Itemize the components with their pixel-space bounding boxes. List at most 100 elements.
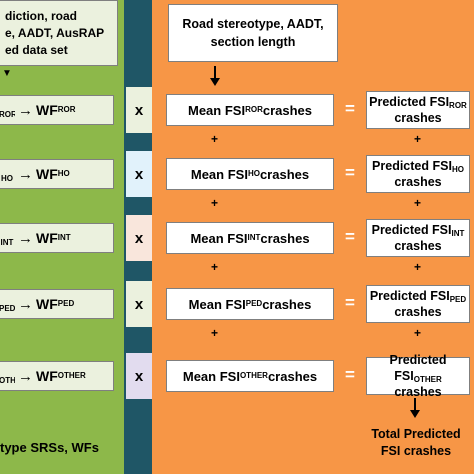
weighting-factor-label: WF: [36, 230, 58, 246]
predicted-fsi-text: Predicted FSIHO crashes: [372, 158, 464, 190]
multiply-sign: x: [134, 101, 144, 119]
weighting-factor-box: PED → WF PED: [0, 289, 114, 319]
right-arrow-icon: →: [18, 367, 33, 385]
equals-sign: =: [345, 163, 355, 182]
down-arrow-icon: [410, 410, 420, 418]
mean-fsi-suffix: crashes: [262, 102, 312, 118]
input-data-box: diction, road e, AADT, AusRAP ed data se…: [0, 0, 118, 66]
plus-sign: +: [414, 260, 422, 274]
mean-fsi-box: Mean FSI ROR crashes: [166, 94, 334, 126]
road-input-box: Road stereotype, AADT, section length: [168, 4, 338, 62]
predicted-fsi-suffix: crashes: [394, 385, 442, 399]
predicted-fsi-box: Predicted FSIPED crashes: [366, 285, 470, 323]
right-arrow-icon: →: [18, 101, 33, 119]
predicted-fsi-suffix: crashes: [394, 175, 442, 189]
predicted-fsi-box: Predicted FSIOTHER crashes: [366, 353, 470, 399]
plus-sign: +: [211, 326, 219, 340]
plus-sign: +: [211, 260, 219, 274]
crash-type-subscript: INT: [0, 238, 14, 247]
multiply-sign-cell: x: [126, 215, 152, 261]
road-input-text: Road stereotype, AADT, section length: [182, 17, 324, 49]
predicted-fsi-suffix: crashes: [394, 111, 442, 125]
crash-type-prefix: INT: [0, 230, 15, 247]
predicted-fsi-subscript: INT: [451, 229, 465, 238]
crash-type-prefix: HO: [0, 166, 15, 183]
crash-type-subscript: HO: [1, 174, 13, 183]
crash-type-subscript: OTHER: [0, 376, 15, 385]
predicted-fsi-label: Predicted FSI: [369, 95, 450, 109]
weighting-factor-label: WF: [36, 296, 58, 312]
arrow-line: [214, 66, 216, 78]
predicted-fsi-text: Predicted FSIOTHER crashes: [367, 352, 469, 400]
down-arrow-icon: ▼: [2, 68, 12, 79]
predicted-fsi-subscript: PED: [449, 295, 467, 304]
weighting-factor-box: HO → WF HO: [0, 159, 114, 189]
multiply-sign: x: [134, 367, 144, 385]
predicted-fsi-subscript: HO: [451, 165, 464, 174]
predicted-fsi-text: Predicted FSIINT crashes: [372, 222, 465, 254]
predicted-fsi-label: Predicted FSI: [389, 353, 447, 383]
mean-fsi-label: Mean FSI: [188, 296, 246, 312]
predicted-fsi-suffix: crashes: [394, 239, 442, 253]
total-predicted-label: Total Predicted FSI crashes: [371, 427, 461, 458]
equals-sign: =: [345, 365, 355, 384]
predicted-fsi-text: Predicted FSIPED crashes: [370, 288, 466, 320]
predicted-fsi-box: Predicted FSIROR crashes: [366, 91, 470, 129]
equals-sign: =: [345, 227, 355, 246]
weighting-factor-label: WF: [36, 102, 58, 118]
input-data-line: diction, road: [5, 8, 77, 23]
mean-fsi-suffix: crashes: [262, 296, 312, 312]
weighting-factor-label: WF: [36, 368, 58, 384]
equals-sign: =: [345, 99, 355, 118]
multiply-sign-cell: x: [126, 353, 152, 399]
predicted-fsi-text: Predicted FSIROR crashes: [369, 94, 467, 126]
predicted-fsi-box: Predicted FSIHO crashes: [366, 155, 470, 193]
left-output-text: type SRSs, WFs: [0, 440, 99, 455]
predicted-fsi-label: Predicted FSI: [369, 289, 450, 303]
weighting-factor-label: WF: [36, 166, 58, 182]
mean-fsi-label: Mean FSI: [182, 368, 240, 384]
multiply-sign-cell: x: [126, 87, 152, 133]
multiply-sign: x: [134, 165, 144, 183]
multiply-sign-cell: x: [126, 151, 152, 197]
multiply-sign: x: [134, 229, 144, 247]
right-arrow-icon: →: [18, 165, 33, 183]
mean-fsi-label: Mean FSI: [190, 166, 248, 182]
predicted-fsi-subscript: OTHER: [413, 375, 442, 384]
mean-fsi-box: Mean FSI HO crashes: [166, 158, 334, 190]
input-data-line: e, AADT, AusRAP: [5, 25, 105, 40]
mean-fsi-suffix: crashes: [259, 166, 310, 182]
mean-fsi-box: Mean FSI OTHER crashes: [166, 360, 334, 392]
plus-sign: +: [414, 132, 422, 146]
input-data-line: ed data set: [5, 42, 68, 57]
plus-sign: +: [211, 132, 219, 146]
plus-sign: +: [414, 196, 422, 210]
weighting-factor-box: ROR → WF ROR: [0, 95, 114, 125]
crash-type-prefix: OTHER: [0, 368, 15, 385]
predicted-fsi-subscript: ROR: [449, 101, 467, 110]
predicted-fsi-suffix: crashes: [394, 305, 442, 319]
predicted-fsi-label: Predicted FSI: [371, 223, 452, 237]
equals-sign: =: [345, 293, 355, 312]
predicted-fsi-label: Predicted FSI: [372, 159, 452, 173]
crash-type-subscript: PED: [0, 304, 15, 313]
mean-fsi-label: Mean FSI: [187, 102, 246, 118]
plus-sign: +: [211, 196, 219, 210]
multiply-sign-cell: x: [126, 281, 152, 327]
right-arrow-icon: →: [18, 229, 33, 247]
weighting-factor-box: INT → WF INT: [0, 223, 114, 253]
predicted-fsi-box: Predicted FSIINT crashes: [366, 219, 470, 257]
right-arrow-icon: →: [18, 295, 33, 313]
arrow-line: [414, 398, 416, 410]
crash-type-prefix: PED: [0, 296, 15, 313]
mean-fsi-box: Mean FSI INT crashes: [166, 222, 334, 254]
mean-fsi-suffix: crashes: [267, 368, 318, 384]
mean-fsi-label: Mean FSI: [190, 230, 248, 246]
mean-fsi-suffix: crashes: [260, 230, 310, 246]
mean-fsi-box: Mean FSI PED crashes: [166, 288, 334, 320]
crash-type-subscript: ROR: [0, 110, 15, 119]
crash-type-prefix: ROR: [0, 102, 15, 119]
plus-sign: +: [414, 326, 422, 340]
down-arrow-icon: [210, 78, 220, 86]
